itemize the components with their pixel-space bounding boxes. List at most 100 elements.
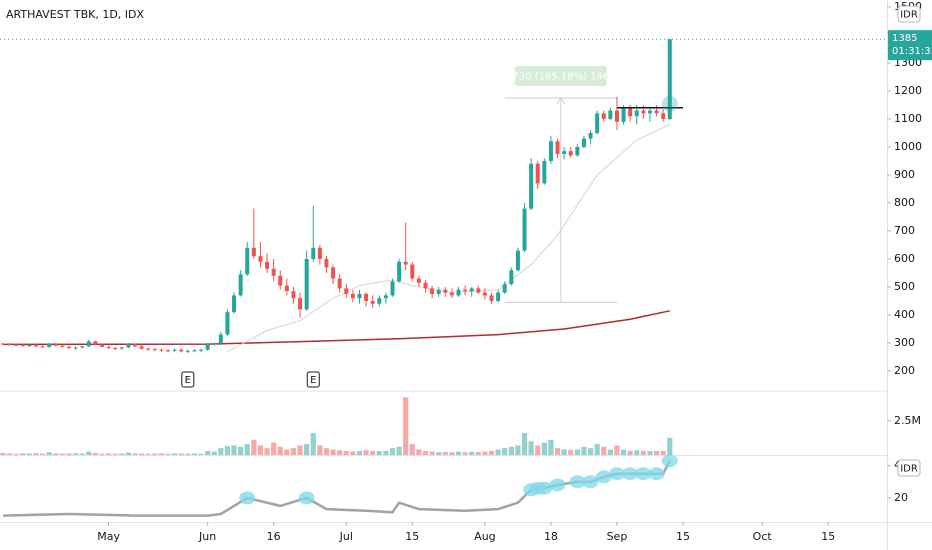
candle-body <box>370 300 375 304</box>
y-tick-label: 1100 <box>894 112 922 125</box>
candle-body <box>331 267 336 279</box>
candle-body <box>357 293 362 299</box>
volume-bar <box>112 453 118 455</box>
candle-body <box>86 341 91 347</box>
volume-bar <box>238 446 244 455</box>
volume-bar <box>429 451 435 455</box>
candle-body <box>60 345 65 347</box>
x-tick-label: 15 <box>405 530 419 543</box>
volume-bar <box>99 453 105 455</box>
candle-body <box>14 344 19 346</box>
volume-bar <box>218 448 224 455</box>
candle-body <box>522 208 527 251</box>
y-tick-label: 300 <box>894 336 915 349</box>
candle-body <box>185 350 190 352</box>
volume-bar <box>541 442 547 455</box>
y-tick-label: 800 <box>894 196 915 209</box>
volume-bar <box>119 453 125 455</box>
volume-bar <box>271 442 277 455</box>
candle-body <box>423 282 428 289</box>
candle-body <box>647 110 652 114</box>
volume-bar <box>72 453 79 455</box>
volume-bar <box>403 397 409 455</box>
volume-bar <box>389 448 396 455</box>
candle-body <box>47 344 52 347</box>
candle-body <box>133 344 138 347</box>
currency-badge-label: IDR <box>900 464 918 475</box>
y-tick-label: 1000 <box>894 140 922 153</box>
volume-bar <box>92 452 98 455</box>
volume-bar <box>125 452 132 455</box>
candle-body <box>119 347 124 349</box>
volume-bar <box>396 446 402 455</box>
volume-bar <box>488 450 495 455</box>
volume-bar <box>231 445 237 455</box>
candle-body <box>667 39 672 119</box>
candle-body <box>476 288 481 293</box>
volume-bar <box>376 451 382 455</box>
volume-bar <box>607 449 613 455</box>
y-tick-label: 900 <box>894 168 915 181</box>
candle-body <box>7 344 12 346</box>
volume-bar <box>323 448 330 455</box>
oscillator-bubble <box>622 467 639 481</box>
candle-body <box>575 146 580 156</box>
volume-bar <box>356 450 363 455</box>
candle-body <box>482 292 487 296</box>
candle-body <box>390 281 395 296</box>
candle-body <box>535 163 540 184</box>
candle-body <box>410 264 415 279</box>
currency-badge <box>897 459 921 477</box>
volume-bar <box>634 450 640 455</box>
volume-bar <box>482 451 488 455</box>
earnings-label: E <box>185 375 191 386</box>
volume-bar <box>422 450 429 455</box>
volume-bar <box>277 446 283 455</box>
volume-bar <box>310 433 316 455</box>
volume-bar <box>165 453 171 455</box>
volume-bar <box>290 448 297 455</box>
candle-body <box>304 258 309 310</box>
volume-bar <box>152 453 158 455</box>
candle-body <box>634 110 639 117</box>
volume-bar <box>66 453 72 455</box>
volume-bar <box>574 449 580 455</box>
candle-body <box>199 349 204 351</box>
volume-bar <box>640 450 646 455</box>
candle-body <box>364 293 369 301</box>
volume-bar <box>436 452 442 455</box>
volume-bar <box>495 449 501 455</box>
x-tick-label: May <box>97 530 120 543</box>
y-tick-label: 400 <box>894 308 915 321</box>
candle-body <box>192 350 197 352</box>
candle-body <box>443 289 448 293</box>
candle-body <box>166 350 171 352</box>
volume-bar <box>224 446 231 455</box>
candle-body <box>139 346 144 349</box>
volume-bar <box>469 451 475 455</box>
last-price-label: 1385 <box>892 33 917 44</box>
y-tick-label: 500 <box>894 280 915 293</box>
volume-bar <box>660 450 666 455</box>
volume-bar <box>244 444 250 455</box>
x-tick-label: Jul <box>339 530 353 543</box>
candle-body <box>502 284 507 293</box>
x-tick-label: Jun <box>198 530 216 543</box>
candle-body <box>33 345 38 347</box>
candle-body <box>251 247 256 257</box>
candle-body <box>456 289 461 296</box>
candle-body <box>555 141 560 154</box>
volume-bar <box>667 437 673 455</box>
candle-body <box>284 285 289 292</box>
candle-body <box>614 110 619 122</box>
candle-body <box>179 349 184 352</box>
volume-bar <box>442 451 448 455</box>
candle-body <box>416 278 421 283</box>
volume-bar <box>39 453 46 455</box>
candle-body <box>172 349 177 351</box>
oscillator-bubble <box>608 467 625 481</box>
candle-body <box>562 151 567 154</box>
volume-bar <box>106 453 112 455</box>
volume-bar <box>79 453 85 455</box>
volume-bar <box>33 453 39 455</box>
